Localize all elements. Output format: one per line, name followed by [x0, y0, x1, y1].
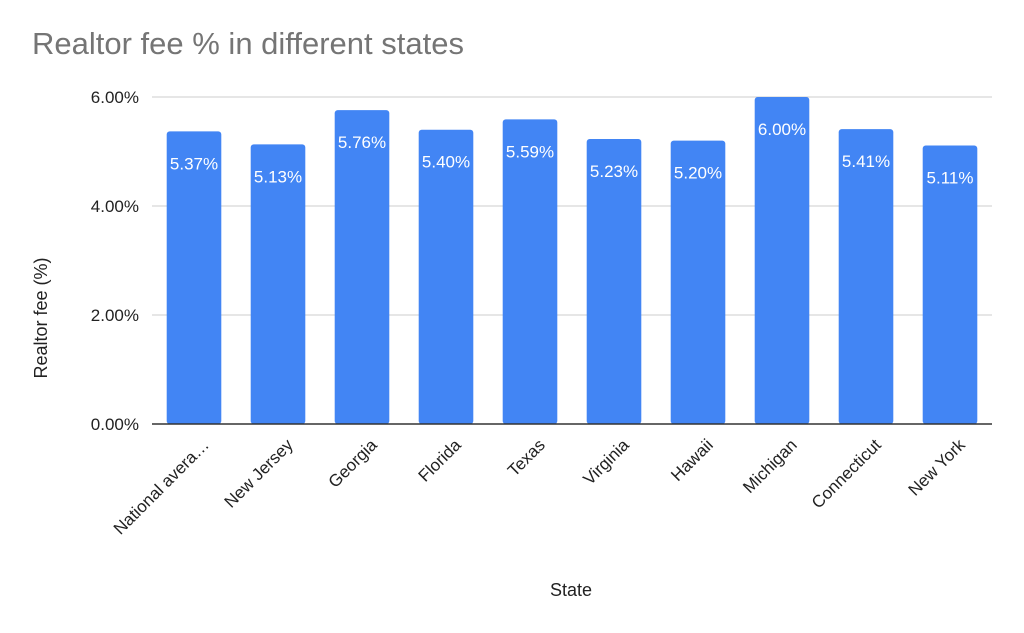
- bar: [586, 138, 642, 424]
- x-tick-label: New York: [905, 435, 970, 500]
- y-tick-label: 4.00%: [91, 197, 139, 216]
- data-label: 5.37%: [170, 154, 218, 173]
- x-tick-label: Virginia: [580, 435, 634, 489]
- data-label: 5.76%: [338, 133, 386, 152]
- data-label: 5.40%: [422, 153, 470, 172]
- bar: [166, 131, 222, 424]
- x-tick-label: Texas: [504, 435, 549, 480]
- y-tick-label: 0.00%: [91, 415, 139, 434]
- x-tick-label: Michigan: [739, 435, 801, 497]
- data-label: 5.11%: [927, 169, 974, 188]
- data-label: 5.23%: [590, 162, 638, 181]
- data-label: 5.20%: [674, 164, 722, 183]
- y-tick-label: 2.00%: [91, 306, 139, 325]
- x-tick-label: Hawaii: [667, 435, 717, 485]
- data-label: 5.41%: [842, 152, 890, 171]
- bar: [334, 110, 390, 424]
- bar: [922, 145, 978, 424]
- data-label: 5.13%: [254, 167, 302, 186]
- data-label: 5.59%: [506, 142, 554, 161]
- y-axis-ticks: 0.00% 2.00% 4.00% 6.00%: [91, 88, 139, 434]
- x-tick-label: Georgia: [325, 435, 382, 492]
- bars: [166, 97, 978, 425]
- bar: [754, 97, 810, 424]
- x-axis-ticks: National avera… New Jersey Georgia Florida T…: [110, 435, 969, 538]
- x-tick-label: Connecticut: [808, 435, 885, 512]
- x-tick-label: National avera…: [110, 435, 213, 538]
- bar: [250, 144, 306, 425]
- data-labels: 5.37% 5.13% 5.76% 5.40% 5.59% 5.23% 5.20% 6.00%…: [170, 120, 974, 188]
- chart-title: Realtor fee % in different states: [32, 26, 464, 61]
- data-label: 6.00%: [758, 120, 806, 139]
- bar: [670, 140, 726, 424]
- x-axis-title: State: [550, 580, 592, 600]
- x-tick-label: New Jersey: [221, 435, 298, 512]
- y-axis-title: Realtor fee (%): [31, 257, 51, 378]
- bar: [838, 129, 894, 424]
- bar: [502, 119, 558, 424]
- x-tick-label: Florida: [415, 435, 466, 486]
- bar: [418, 129, 474, 424]
- y-tick-label: 6.00%: [91, 88, 139, 107]
